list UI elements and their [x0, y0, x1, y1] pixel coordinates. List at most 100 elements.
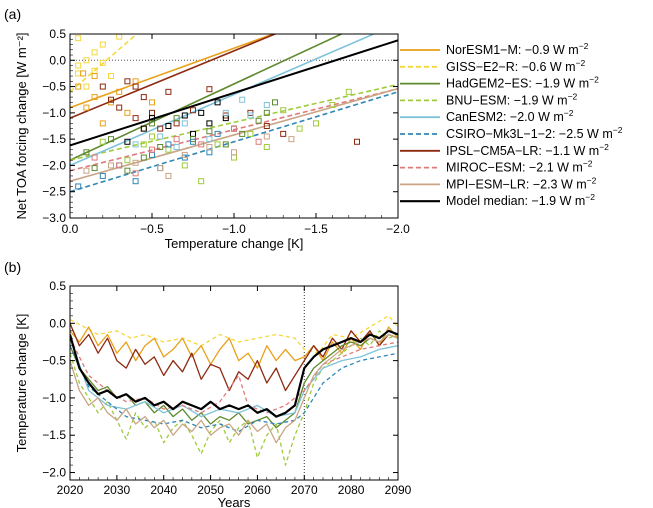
scatter-point-hadgem2-es: [149, 120, 155, 127]
scatter-point-noresm1-m: [91, 73, 98, 80]
scatter-point-noresm1-m: [124, 109, 131, 116]
legend-label: CanESM2: −2.0 W m−2: [446, 108, 574, 124]
scatter-point-bnu-esm: [124, 157, 131, 164]
scatter-point-bnu-esm: [99, 138, 106, 145]
scatter-point-model-median: [206, 120, 213, 127]
panel-b-series-lines: [70, 286, 398, 480]
legend-entry-csiro-mk3l-1-2: CSIRO−Mk3L−1−2: −2.5 W m−2: [400, 125, 623, 141]
scatter-point-mpi-esm-lr: [83, 167, 90, 174]
legend-label: BNU−ESM: −1.9 W m−2: [446, 91, 578, 107]
panel-a-y-tick-label: −0.5: [42, 80, 66, 94]
scatter-point-giss-e2-r: [75, 70, 82, 77]
scatter-point-hadgem2-es: [255, 117, 262, 124]
scatter-point-canesm2: [132, 141, 139, 148]
series-line-model-median: [70, 329, 398, 418]
scatter-point-model-median: [214, 99, 221, 106]
regression-line-csiro-mk3l-1-2: [70, 91, 398, 193]
panel-b-y-tick-label: −2.0: [42, 466, 66, 480]
scatter-point-bnu-esm: [198, 178, 205, 185]
legend-entry-canesm2: CanESM2: −2.0 W m−2: [400, 108, 574, 124]
legend-label: HadGEM2−ES: −1.9 W m−2: [446, 75, 599, 91]
scatter-point-ipsl-cm5a-lr: [140, 94, 147, 101]
scatter-point-hadgem2-es: [206, 128, 213, 135]
legend-entry-giss-e2-r: GISS−E2−R: −0.6 W m−2: [400, 58, 586, 74]
series-line-ipsl-cm5a-lr: [70, 323, 398, 392]
panel-a-axes: 0.50.0−0.5−1.0−1.5−2.0−2.5−3.00.0 −0.5 −1.…: [42, 27, 410, 236]
scatter-point-model-median: [124, 138, 131, 145]
panel-b-x-tick-label: 2050: [197, 483, 224, 497]
scatter-point-ipsl-cm5a-lr: [280, 130, 287, 137]
panel-b-y-tick-label: 0.5: [49, 279, 66, 293]
panel-a-label: (a): [4, 6, 21, 22]
scatter-point-model-median: [140, 125, 147, 132]
scatter-point-giss-e2-r: [99, 41, 106, 48]
scatter-point-csiro-mk3l-1-2: [132, 178, 139, 185]
scatter-point-ipsl-cm5a-lr: [116, 104, 123, 111]
scatter-point-canesm2: [181, 120, 188, 127]
scatter-point-mpi-esm-lr: [288, 136, 295, 143]
scatter-point-mpi-esm-lr: [157, 165, 164, 172]
scatter-point-ipsl-cm5a-lr: [173, 120, 180, 127]
scatter-point-canesm2: [222, 109, 229, 116]
scatter-point-model-median: [165, 123, 172, 129]
panel-b-label: (b): [4, 259, 21, 275]
regression-line-noresm1-m: [70, 34, 276, 109]
scatter-point-ipsl-cm5a-lr: [132, 83, 139, 90]
panel-a-regression-lines: [70, 34, 398, 193]
panel-b-x-tick-label: 2020: [57, 483, 84, 497]
scatter-point-noresm1-m: [99, 120, 106, 127]
scatter-point-model-median: [198, 109, 205, 116]
scatter-point-csiro-mk3l-1-2: [99, 172, 106, 179]
panel-a-x-tick-label: −1.5: [304, 222, 328, 236]
scatter-point-csiro-mk3l-1-2: [157, 165, 164, 172]
scatter-point-bnu-esm: [165, 146, 172, 153]
legend-entry-mpi-esm-lr: MPI−ESM−LR: −2.3 W m−2: [400, 175, 597, 191]
scatter-point-bnu-esm: [313, 120, 319, 127]
scatter-point-csiro-mk3l-1-2: [214, 130, 221, 137]
legend-entry-noresm1-m: NorESM1−M: −0.9 W m−2: [400, 41, 589, 57]
panel-a-x-axis-label: Temperature change [K]: [165, 236, 304, 251]
scatter-point-miroc-esm: [91, 154, 98, 161]
scatter-point-ipsl-cm5a-lr: [124, 78, 131, 85]
scatter-point-mpi-esm-lr: [165, 172, 172, 179]
panel-a-scatter-points: [75, 34, 360, 190]
panel-b-x-tick-label: 2030: [104, 483, 131, 497]
scatter-point-hadgem2-es: [222, 141, 229, 148]
regression-line-mpi-esm-lr: [70, 87, 398, 182]
legend-label: IPSL−CM5A−LR: −1.1 W m−2: [446, 142, 609, 158]
scatter-point-giss-e2-r: [108, 73, 114, 80]
panel-b-x-axis-label: Years: [218, 495, 251, 508]
scatter-point-ipsl-cm5a-lr: [354, 138, 360, 145]
panel-b-x-tick-label: 2070: [291, 483, 318, 497]
panel-a-x-tick-label: −1.0: [222, 222, 246, 236]
scatter-point-csiro-mk3l-1-2: [165, 141, 172, 148]
legend-entry-model-median: Model median: −1.9 W m−2: [400, 192, 595, 208]
scatter-point-miroc-esm: [231, 125, 237, 132]
panel-a-x-tick-label: −0.5: [140, 222, 164, 236]
panel-b-y-axis-label: Temperature change [K]: [14, 314, 29, 453]
series-line-mpi-esm-lr: [70, 333, 398, 444]
regression-line-model-median: [70, 39, 398, 147]
scatter-point-hadgem2-es: [239, 130, 246, 137]
legend-entry-ipsl-cm5a-lr: IPSL−CM5A−LR: −1.1 W m−2: [400, 142, 609, 158]
scatter-point-canesm2: [157, 133, 164, 140]
scatter-point-csiro-mk3l-1-2: [149, 151, 155, 158]
panel-a-y-tick-label: −1.0: [42, 106, 66, 120]
scatter-point-noresm1-m: [116, 88, 123, 95]
regression-line-bnu-esm: [70, 83, 398, 161]
panel-a-x-tick-label: −2.0: [386, 222, 410, 236]
scatter-point-giss-e2-r: [91, 49, 98, 56]
panel-a-y-tick-label: −2.0: [42, 158, 66, 172]
scatter-point-hadgem2-es: [140, 154, 147, 161]
scatter-point-ipsl-cm5a-lr: [99, 83, 106, 90]
scatter-point-noresm1-m: [83, 104, 90, 111]
panel-b-timeseries: (b) 0.5 0.0 −0.5 −1.0 −1.5 −2.0 2020 2030 2040 20…: [4, 259, 412, 508]
scatter-point-mpi-esm-lr: [108, 162, 114, 169]
scatter-point-mpi-esm-lr: [132, 159, 139, 166]
panel-a-x-tick-label: 0.0: [62, 222, 79, 236]
legend-label: NorESM1−M: −0.9 W m−2: [446, 41, 589, 57]
panel-b-x-tick-label: 2060: [244, 483, 271, 497]
legend-label: MPI−ESM−LR: −2.3 W m−2: [446, 175, 597, 191]
legend-label: MIROC−ESM: −2.1 W m−2: [446, 159, 593, 175]
